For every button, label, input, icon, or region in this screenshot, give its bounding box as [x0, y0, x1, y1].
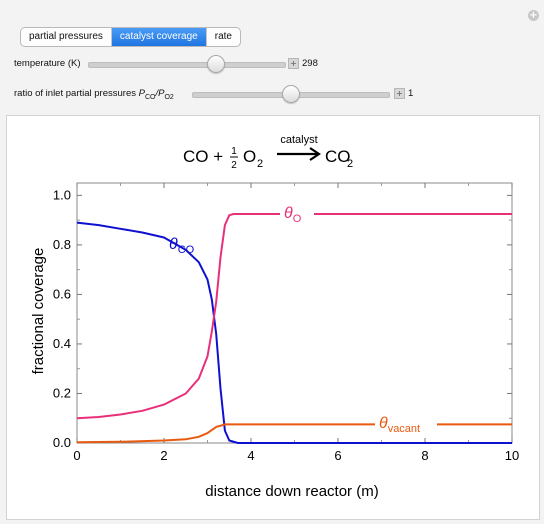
- equation-left-co: CO +: [183, 147, 223, 166]
- series-line-vacant: [76, 423, 512, 444]
- series-label-co: θCO: [169, 236, 195, 256]
- temperature-value: 298: [302, 58, 318, 69]
- series-line-co: [76, 221, 512, 444]
- x-tick-label: 6: [334, 448, 341, 463]
- equation-catalyst: catalyst: [280, 134, 317, 146]
- label-background: [375, 413, 437, 433]
- output-panel: CO + 1 2 O 2 catalyst CO 2 0 2 4 6 8 10 0.0 0.2…: [6, 115, 540, 520]
- series-label-subscript: CO: [178, 244, 195, 256]
- x-tick-label: 2: [160, 448, 167, 463]
- reaction-equation: CO + 1 2 O 2 catalyst CO 2: [183, 134, 353, 171]
- y-tick-label: 0.2: [53, 385, 71, 400]
- equation-half-denominator: 2: [231, 160, 237, 171]
- y-tick-label: 1.0: [53, 187, 71, 202]
- ratio-label-formula: PCO/PO2: [138, 88, 174, 101]
- coverage-chart: CO + 1 2 O 2 catalyst CO 2 0 2 4 6 8 10 0.0 0.2…: [30, 134, 519, 500]
- ratio-slider-thumb[interactable]: [282, 85, 300, 103]
- series-label-symbol: θ: [284, 205, 293, 222]
- tab-partial-pressures[interactable]: partial pressures: [21, 28, 112, 46]
- series-label-o: θO: [284, 205, 302, 225]
- tab-catalyst-coverage[interactable]: catalyst coverage: [111, 28, 207, 46]
- y-tick-label: 0.4: [53, 336, 71, 351]
- arrow-right-icon: [309, 147, 321, 161]
- x-tick-label: 0: [73, 448, 80, 463]
- y-axis-label: fractional coverage: [30, 248, 47, 375]
- ratio-value: 1: [408, 88, 414, 99]
- tab-rate[interactable]: rate: [214, 31, 232, 42]
- equation-o2: O: [243, 147, 256, 166]
- series-label-subscript: O: [293, 213, 302, 225]
- ratio-label: ratio of inlet partial pressures PCO/PO2: [14, 88, 174, 101]
- temperature-label: temperature (K): [14, 58, 81, 69]
- series-label-vacant: θvacant: [379, 415, 420, 435]
- y-tick-label: 0.0: [53, 435, 71, 450]
- ratio-expand-icon[interactable]: +: [394, 88, 405, 99]
- temperature-slider-track[interactable]: [88, 62, 286, 68]
- temperature-expand-icon[interactable]: +: [288, 58, 299, 69]
- series-line-o: [76, 213, 512, 420]
- add-icon[interactable]: +: [528, 10, 539, 21]
- series-label-subscript: vacant: [388, 423, 420, 435]
- equation-right-subscript: 2: [347, 158, 353, 170]
- view-tabs: partial pressures catalyst coverage rate: [20, 27, 241, 47]
- chart-axes: 0 2 4 6 8 10 0.0 0.2 0.4 0.6 0.8 1.0: [53, 182, 519, 463]
- equation-o2-subscript: 2: [257, 158, 263, 170]
- x-tick-label: 8: [421, 448, 428, 463]
- label-background: [280, 203, 314, 223]
- series-label-symbol: θ: [379, 415, 388, 432]
- x-tick-label: 4: [247, 448, 254, 463]
- y-tick-label: 0.8: [53, 237, 71, 252]
- chart-series: [76, 213, 512, 444]
- equation-right-co: CO: [325, 147, 351, 166]
- series-label-symbol: θ: [169, 236, 178, 253]
- y-tick-label: 0.6: [53, 286, 71, 301]
- x-tick-label: 10: [505, 448, 519, 463]
- ratio-label-text: ratio of inlet partial pressures: [14, 88, 139, 99]
- temperature-slider-thumb[interactable]: [207, 55, 226, 73]
- x-axis-label: distance down reactor (m): [205, 483, 378, 500]
- equation-half-numerator: 1: [231, 146, 237, 157]
